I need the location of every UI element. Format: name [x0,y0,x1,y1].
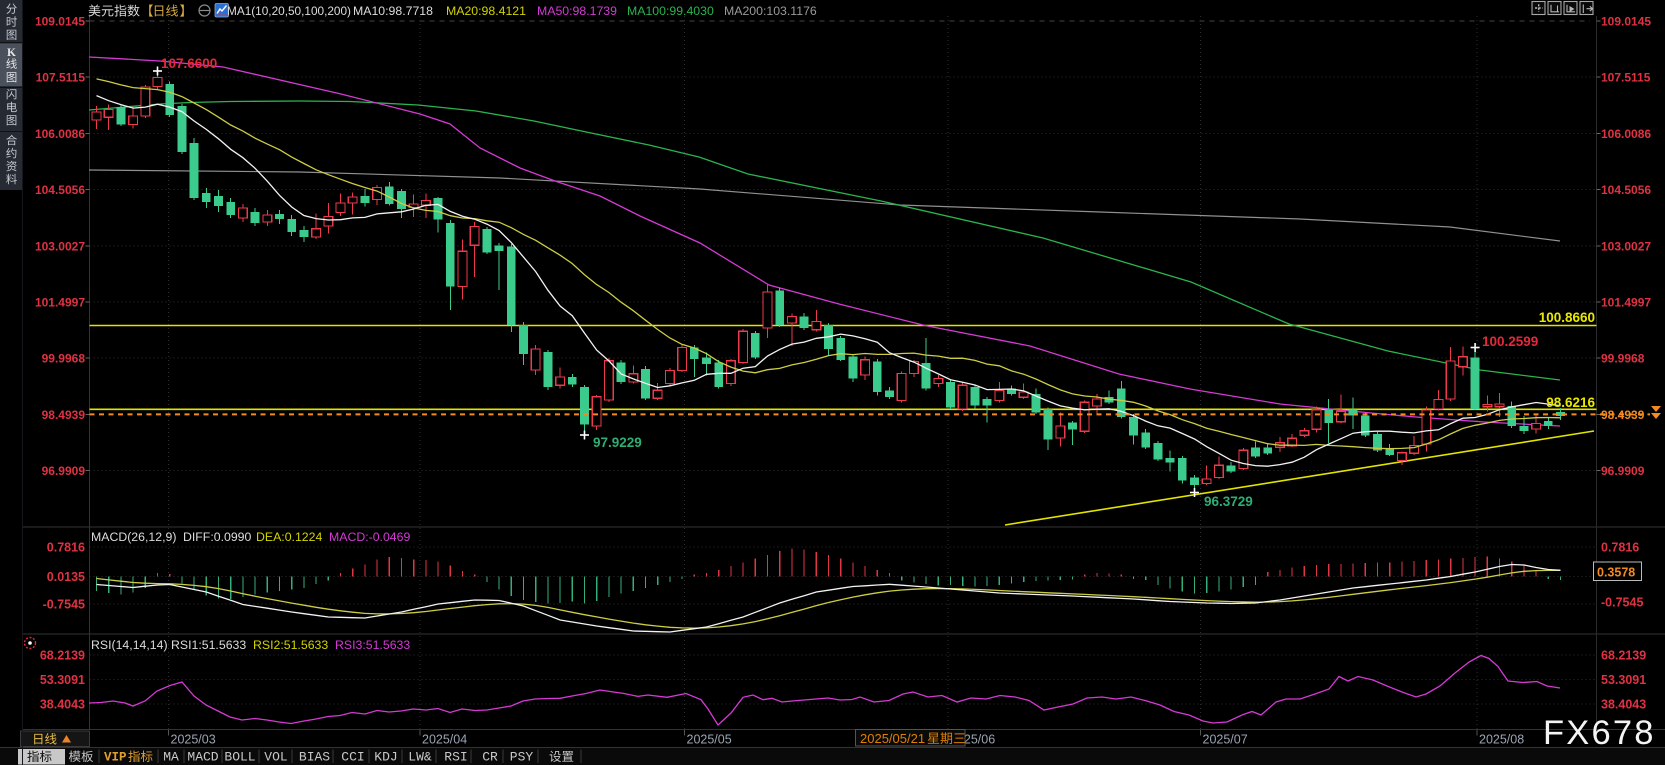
svg-text:MA100:99.4030: MA100:99.4030 [627,4,714,18]
svg-text:MA10:98.7718: MA10:98.7718 [353,4,433,18]
svg-text:RSI2:51.5633: RSI2:51.5633 [253,638,328,652]
svg-text:MA200:103.1176: MA200:103.1176 [724,4,817,18]
svg-text:-0.7545: -0.7545 [43,598,85,612]
svg-text:2025/03: 2025/03 [171,733,216,747]
svg-text:-0.7545: -0.7545 [1601,596,1643,610]
svg-text:2025/05/21: 2025/05/21 [860,731,925,746]
svg-text:98.6216: 98.6216 [1546,395,1595,410]
svg-text:101.4997: 101.4997 [1601,296,1651,310]
svg-text:RSI(14,14,14): RSI(14,14,14) [91,638,168,652]
svg-text:103.0027: 103.0027 [1601,239,1651,253]
svg-text:107.6600: 107.6600 [161,56,217,71]
svg-text:CCI: CCI [341,750,364,765]
svg-text:BIAS: BIAS [299,750,330,765]
svg-text:2025/05: 2025/05 [687,733,732,747]
svg-text:98.4939: 98.4939 [42,408,86,422]
svg-text:100.2599: 100.2599 [1482,334,1538,349]
svg-text:104.5056: 104.5056 [35,183,85,197]
svg-text:CR: CR [482,750,498,765]
svg-text:38.4043: 38.4043 [1601,698,1646,712]
svg-text:RSI: RSI [444,750,467,765]
svg-text:106.0086: 106.0086 [1601,127,1651,141]
svg-text:107.5115: 107.5115 [36,71,86,85]
svg-text:0.3578: 0.3578 [1597,566,1635,580]
svg-text:53.3091: 53.3091 [1601,673,1646,687]
svg-text:104.5056: 104.5056 [1601,183,1651,197]
svg-text:2025/07: 2025/07 [1203,733,1248,747]
svg-text:MACD:-0.0469: MACD:-0.0469 [329,530,410,544]
svg-text:KDJ: KDJ [374,750,397,765]
svg-text:DIFF:0.0990: DIFF:0.0990 [183,530,252,544]
svg-text:MA20:98.4121: MA20:98.4121 [446,4,526,18]
svg-text:97.9229: 97.9229 [593,435,642,450]
svg-text:109.0145: 109.0145 [1601,15,1651,29]
svg-text:98.4939: 98.4939 [1601,408,1645,422]
svg-text:2025/04: 2025/04 [422,733,467,747]
svg-text:MACD: MACD [187,750,218,765]
svg-text:FX678: FX678 [1543,714,1656,752]
svg-text:109.0145: 109.0145 [35,15,85,29]
svg-text:BOLL: BOLL [224,750,255,765]
svg-text:MA: MA [163,750,179,765]
svg-text:101.4997: 101.4997 [35,296,85,310]
svg-text:99.9968: 99.9968 [1601,352,1645,366]
svg-text:96.3729: 96.3729 [1204,494,1253,509]
svg-text:PSY: PSY [510,750,534,765]
svg-text:DEA:0.1224: DEA:0.1224 [256,530,322,544]
svg-text:0.7816: 0.7816 [1601,541,1639,555]
svg-text:106.0086: 106.0086 [35,127,85,141]
svg-text:38.4043: 38.4043 [40,698,85,712]
svg-text:53.3091: 53.3091 [40,673,85,687]
svg-text:2025/08: 2025/08 [1479,733,1524,747]
svg-text:68.2139: 68.2139 [1601,649,1646,663]
svg-text:96.9909: 96.9909 [42,464,86,478]
svg-text:103.0027: 103.0027 [35,239,85,253]
svg-text:68.2139: 68.2139 [40,649,85,663]
svg-text:RSI3:51.5633: RSI3:51.5633 [335,638,410,652]
svg-text:MA50:98.1739: MA50:98.1739 [537,4,617,18]
svg-text:MACD(26,12,9): MACD(26,12,9) [91,530,176,544]
svg-text:K: K [7,47,16,59]
svg-text:96.9909: 96.9909 [1601,464,1645,478]
svg-text:107.5115: 107.5115 [1601,71,1651,85]
svg-text:VOL: VOL [264,750,287,765]
svg-text:0.7816: 0.7816 [47,541,85,555]
svg-text:100.8660: 100.8660 [1539,310,1595,325]
svg-text:99.9968: 99.9968 [42,352,86,366]
svg-text:LW&: LW& [408,750,432,765]
svg-text:VIP: VIP [104,751,127,765]
svg-text:MA1(10,20,50,100,200): MA1(10,20,50,100,200) [227,4,351,18]
svg-text:0.0135: 0.0135 [47,570,85,584]
svg-text:RSI1:51.5633: RSI1:51.5633 [171,638,246,652]
